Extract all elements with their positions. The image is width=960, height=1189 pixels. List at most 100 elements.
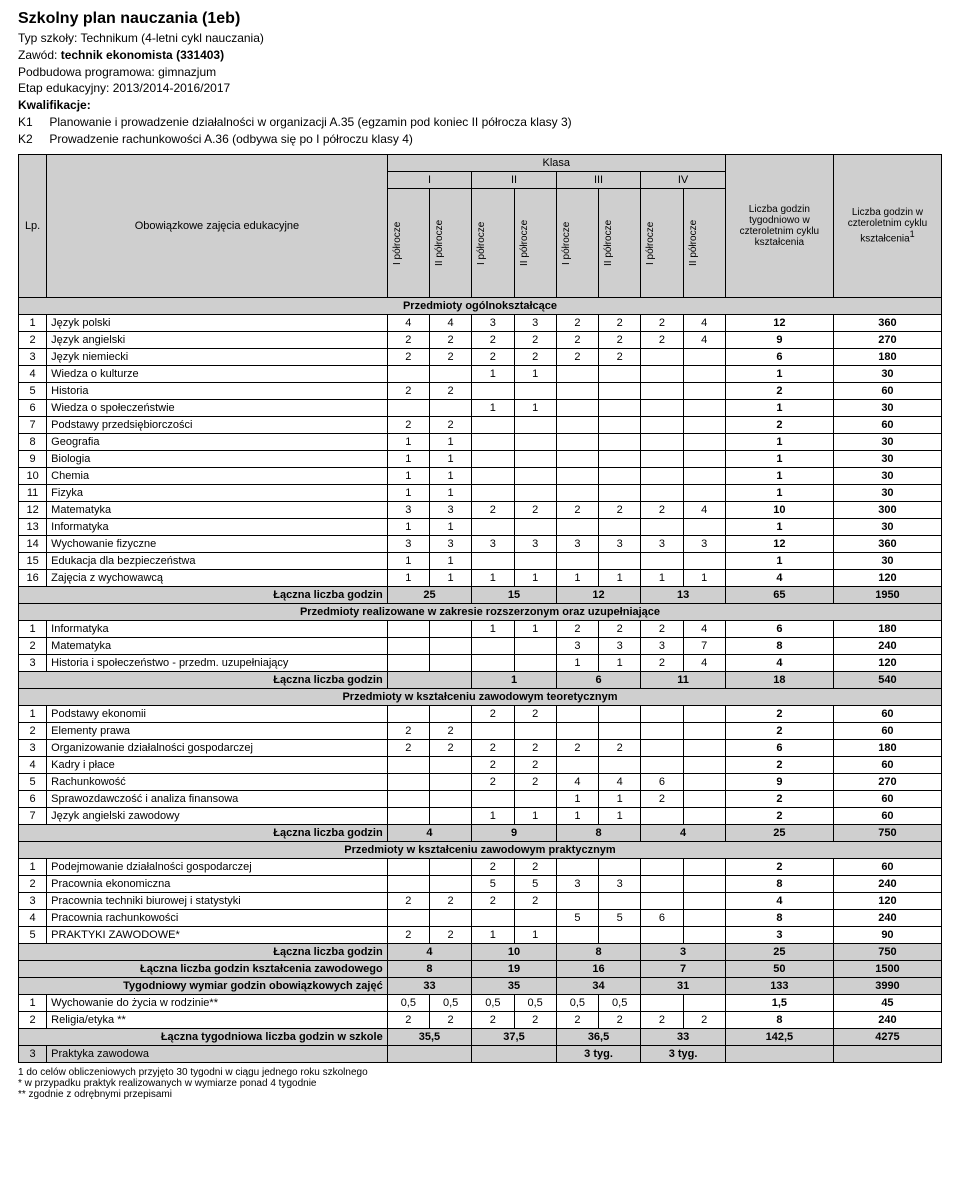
footnote: * w przypadku praktyk realizowanych w wy… [18,1078,942,1089]
sum-weekly: 25 [725,943,833,960]
cell-val [683,552,725,569]
section-theory: Przedmioty w kształceniu zawodowym teore… [19,688,942,705]
page-title: Szkolny plan nauczania (1eb) [18,10,942,28]
cell-val: 2 [429,892,471,909]
cell-val [514,654,556,671]
cell-val [641,875,683,892]
profession-line: Zawód: technik ekonomista (331403) [18,47,942,64]
footnote: 1 do celów obliczeniowych przyjęto 30 ty… [18,1067,942,1078]
cell-val: 0,5 [514,994,556,1011]
cell-name: Wiedza o kulturze [47,365,388,382]
cell-val [683,909,725,926]
cell-val: 1 [514,807,556,824]
cell-lp: 9 [19,450,47,467]
cell-val: 1 [472,620,514,637]
cell-name: Sprawozdawczość i analiza finansowa [47,790,388,807]
sum-total: 750 [833,943,941,960]
sum-val: 1 [472,671,557,688]
table-row: 6Wiedza o społeczeństwie11130 [19,399,942,416]
cell-val: 1 [429,450,471,467]
cell-val: 1 [429,433,471,450]
sum-label: Łączna liczba godzin kształcenia zawodow… [19,960,388,977]
table-row: 12Matematyka3322222410300 [19,501,942,518]
cell-total: 30 [833,450,941,467]
cell-val: 4 [683,620,725,637]
cell-val: 1 [429,467,471,484]
cell-val: 1 [472,807,514,824]
cell-val: 1 [429,569,471,586]
cell-lp: 3 [19,348,47,365]
sum-val: 7 [641,960,726,977]
base-line: Podbudowa programowa: gimnazjum [18,64,942,81]
cell-val [514,433,556,450]
cell-val [472,433,514,450]
sum-total: 3990 [833,977,941,994]
cell-name: PRAKTYKI ZAWODOWE* [47,926,388,943]
profession-label: Zawód: [18,48,57,62]
section-practice: Przedmioty w kształceniu zawodowym prakt… [19,841,942,858]
cell-val: 4 [683,314,725,331]
cell-val: 2 [472,739,514,756]
table-row: 3Historia i społeczeństwo - przedm. uzup… [19,654,942,671]
sum-label: Łączna liczba godzin [19,586,388,603]
sum-weekly: 133 [725,977,833,994]
cell-val [641,382,683,399]
cell-name: Matematyka [47,501,388,518]
cell-total: 360 [833,314,941,331]
cell-val: 5 [556,909,598,926]
cell-name: Kadry i płace [47,756,388,773]
cell-val [641,858,683,875]
cell-name: Matematyka [47,637,388,654]
sum-val: 10 [472,943,557,960]
cell-val: 2 [641,501,683,518]
cell-val: 1 [556,790,598,807]
cell-val: 3 [514,535,556,552]
cell-val: 3 [429,535,471,552]
cell-lp: 8 [19,433,47,450]
cell-weekly: 2 [725,382,833,399]
table-row: 2Elementy prawa22260 [19,722,942,739]
cell-val [429,858,471,875]
cell-val: 2 [514,756,556,773]
sem-head: II półrocze [514,188,556,297]
cell-val: 2 [472,756,514,773]
cell-val: 2 [472,348,514,365]
cell-val: 2 [599,348,641,365]
class-2: II [472,171,557,188]
cell-val: 2 [429,331,471,348]
sum-val: 4 [387,943,472,960]
sum-val: 19 [472,960,557,977]
cell-name: Wychowanie do życia w rodzinie** [47,994,388,1011]
sum-val: 8 [556,824,641,841]
cell-val [641,433,683,450]
cell-val [429,399,471,416]
cell-val: 2 [641,620,683,637]
cell-name: Geografia [47,433,388,450]
cell-total: 60 [833,790,941,807]
cell-val: 3 [556,535,598,552]
cell-val: 2 [514,773,556,790]
cell-val [387,620,429,637]
table-row: 3Język niemiecki2222226180 [19,348,942,365]
cell-val [387,756,429,773]
cell-weekly: 6 [725,348,833,365]
cell-lp: 4 [19,756,47,773]
cell-weekly: 2 [725,858,833,875]
cell-val [599,518,641,535]
cell-val: 3 [387,535,429,552]
cell-val: 1 [429,518,471,535]
sum-val: 25 [387,586,472,603]
cell-total: 30 [833,552,941,569]
summary-row: Tygodniowy wymiar godzin obowiązkowych z… [19,977,942,994]
table-row: 10Chemia11130 [19,467,942,484]
cell-name: Informatyka [47,620,388,637]
cell-val: 3 [556,875,598,892]
cell-val [556,518,598,535]
plan-table: Lp. Obowiązkowe zajęcia edukacyjne Klasa… [18,154,942,1063]
cell-val [599,926,641,943]
cell-val: 2 [429,416,471,433]
cell-val: 2 [472,858,514,875]
cell-total: 60 [833,705,941,722]
cell-name: Biologia [47,450,388,467]
cell-weekly: 1 [725,552,833,569]
